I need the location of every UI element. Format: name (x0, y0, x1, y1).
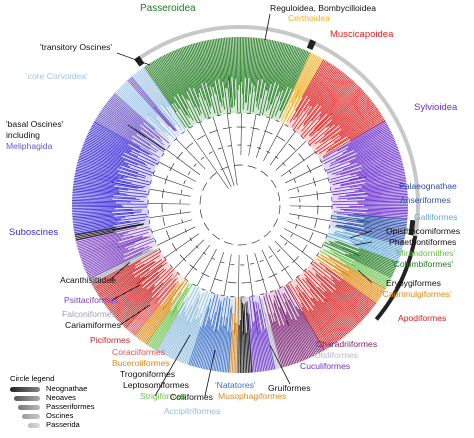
inner-branch (185, 245, 210, 279)
inner-branch (289, 214, 330, 221)
label-passeroidea: Passeroidea (140, 3, 196, 14)
inner-branch (284, 228, 321, 248)
label-transitory-oscines: 'transitory Oscines' (40, 43, 112, 52)
inner-branch (148, 203, 190, 204)
legend-title: Circle legend (10, 374, 54, 383)
inner-branch (281, 152, 315, 176)
inner-branch (290, 192, 332, 198)
inner-branch (149, 189, 190, 196)
legend-item-neognathae: Neognathae (8, 384, 128, 393)
inner-arc (162, 127, 318, 283)
inner-branch (152, 220, 192, 232)
label-core-corvoidea: 'core Corvoidea' (26, 72, 88, 81)
label-coliiformes: Coliiformes (170, 393, 213, 402)
label-psittaciformes: Psittaciformes (64, 296, 118, 305)
inner-branch (263, 124, 283, 161)
label-galliformes: Galliformes (414, 213, 457, 222)
label-apodiformes: Apodiformes (398, 314, 446, 323)
inner-branch (275, 241, 304, 271)
inner-branch (167, 150, 201, 175)
inner-branch (247, 255, 253, 297)
label-natatores: 'Natatores' (215, 381, 256, 390)
label-piciformes: Piciformes (90, 336, 130, 345)
label-meliphagida: Meliphagida (6, 142, 52, 151)
legend-item-neoaves: Neoaves (8, 393, 128, 402)
label-acanthisittidae: Acanthisittidae (60, 276, 116, 285)
label-columbiformes: 'Columbiformes' (392, 260, 453, 269)
inner-branch (249, 114, 256, 155)
circle-legend: Circle legend Neognathae Neoaves Passeri… (8, 374, 128, 430)
label-cariamiformes: Cariamiformes (65, 321, 121, 330)
label-basal-including: including (6, 131, 40, 140)
inner-branch (241, 113, 242, 155)
label-charadriiformes: Charadriiformes (316, 340, 377, 349)
label-opisthocomiformes: Opisthocomiformes (386, 227, 460, 236)
inner-branch (269, 246, 293, 280)
inner-branch (262, 250, 280, 288)
label-accipitriformes: Accipitriformes (164, 407, 220, 416)
inner-arc (200, 165, 280, 245)
label-gruiformes: Gruiformes (268, 384, 311, 393)
inner-branch (197, 249, 217, 286)
inner-branch (238, 255, 239, 297)
label-suboscines: Suboscines (9, 228, 58, 238)
inner-branch (285, 165, 323, 183)
inner-arc (148, 113, 332, 297)
label-falconiformes: Falconiformes (62, 310, 116, 319)
inner-branch (288, 178, 328, 190)
legend-item-passeriformes: Passeriformes (8, 402, 128, 411)
label-otidiformes: Otidiformes (314, 351, 358, 360)
inner-branch (174, 240, 204, 269)
inner-branch (287, 221, 327, 235)
legend-item-passerida: Passerida (8, 420, 128, 429)
inner-branch (224, 254, 231, 295)
inner-arc (180, 145, 300, 265)
inner-branch (270, 132, 295, 166)
inner-branch (176, 139, 205, 169)
label-leptosomiformes: Leptosomiformes (123, 381, 189, 390)
inner-branch (290, 206, 332, 207)
label-cuculiformes: Cuculiformes (300, 362, 350, 371)
label-trogoniformes: Trogoniformes (120, 370, 175, 379)
label-sylvioidea: Sylvioidea (414, 103, 457, 113)
label-palaeognathae: Palaeognathae (399, 182, 457, 191)
label-phaethontiformes: Phaethontiformes (389, 238, 456, 247)
clade-wedges (72, 37, 408, 373)
inner-branch (276, 141, 306, 170)
label-certhoidea: Certhoidea (288, 14, 330, 23)
label-anseriformes: Anseriformes (400, 196, 451, 205)
label-mirandornithes: 'Mirandornithes' (395, 249, 455, 258)
label-caprimulgiformes: 'Caprimulgiformes' (381, 290, 452, 299)
inner-branch (227, 114, 237, 185)
label-bucerotiformes: Bucerotiformes (112, 359, 170, 368)
inner-branch (153, 175, 193, 189)
legend-item-oscines: Oscines (8, 411, 128, 420)
label-muscicapoidea: Muscicapoidea (330, 30, 393, 40)
label-basal-oscines: 'basal Oscines' (6, 120, 63, 129)
label-erypygiformes: Erypygiformes (386, 279, 441, 288)
inner-branch (157, 227, 195, 245)
inner-branches (148, 113, 332, 297)
inner-branch (165, 234, 199, 258)
inner-branch (255, 253, 267, 293)
label-coraciiformes: Coraciiformes (112, 348, 165, 357)
inner-branch (280, 235, 314, 260)
inner-branch (149, 212, 191, 218)
